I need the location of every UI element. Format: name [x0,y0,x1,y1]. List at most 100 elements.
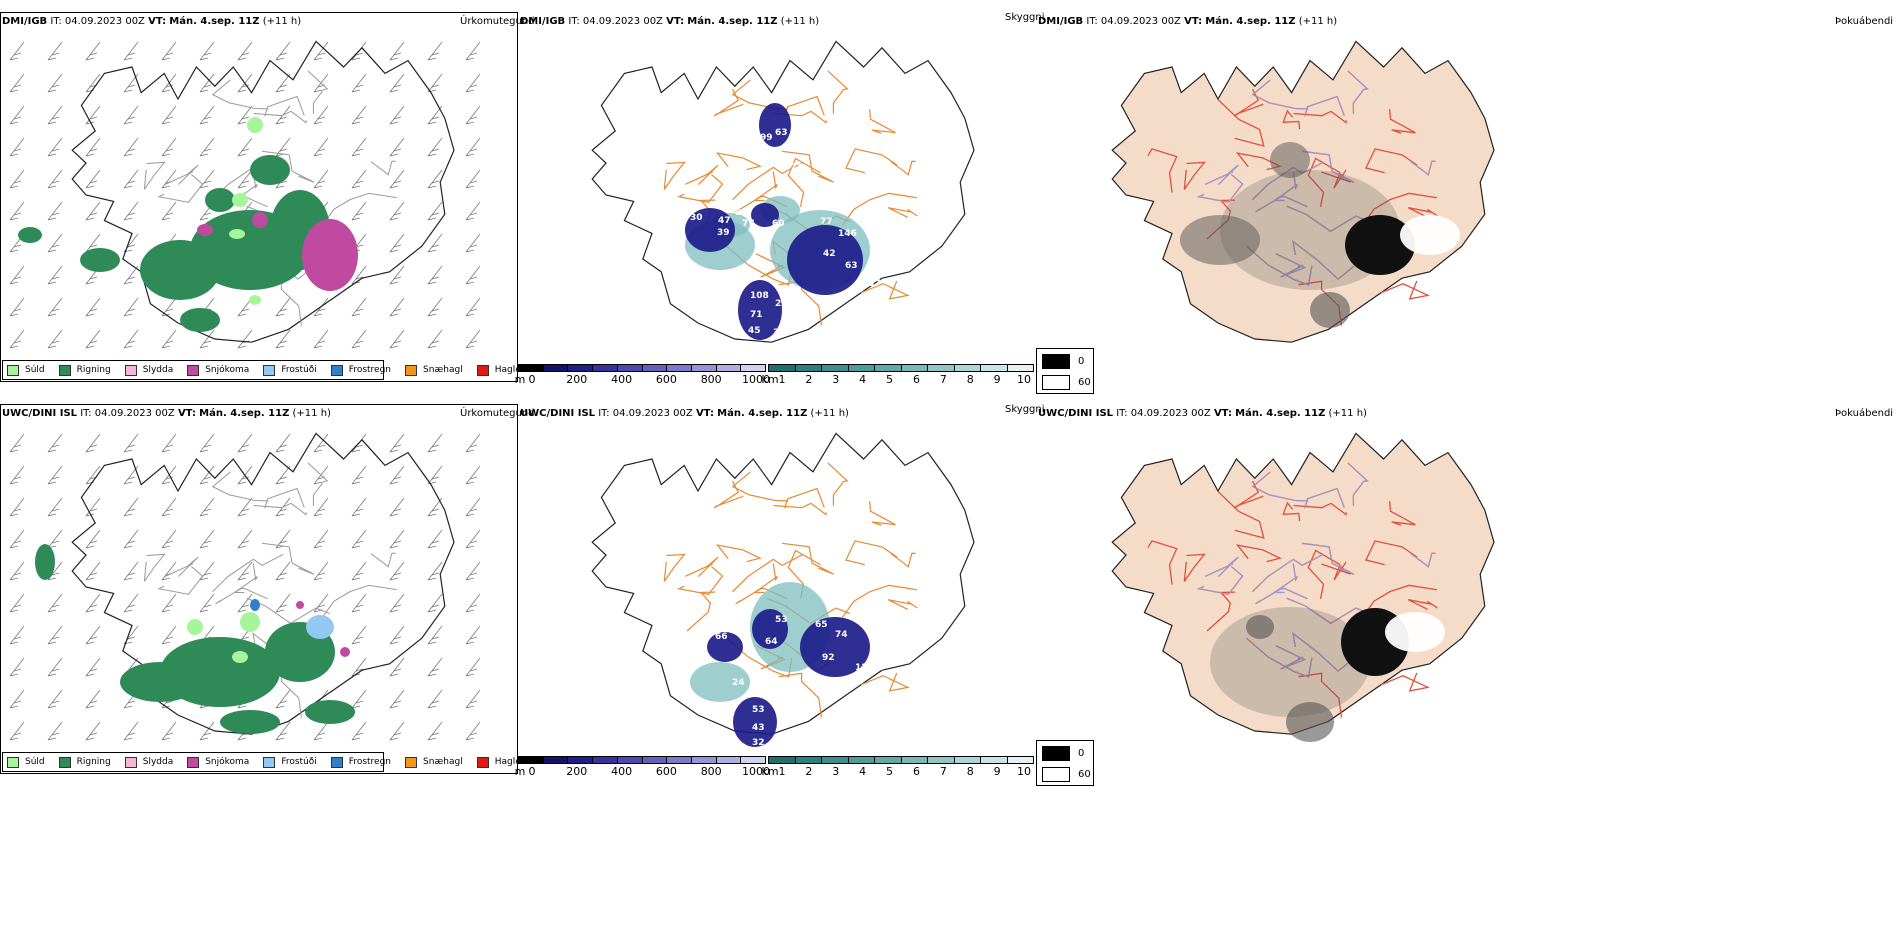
river-line [1347,70,1369,114]
scale-tick-label: 7 [939,765,947,778]
precip-legend-item: Snjókoma [187,756,249,768]
clear-area [1400,215,1460,255]
fog-legend-item: 0 [1042,746,1084,761]
precip-legend-label: Rigning [76,757,111,767]
wind-barb [389,721,405,741]
road-line [1407,207,1438,218]
precip-legend-label: Snæhagl [423,365,463,375]
valid-time-value: Mán. 4.sep. 11Z [1205,16,1296,27]
road-line [211,79,269,110]
wind-barb [199,41,215,61]
wind-barb [389,41,405,61]
cloud-base-value: 64 [765,637,778,647]
road-line [165,556,199,577]
wind-barb [199,433,215,453]
road-line [713,88,744,117]
scale-unit: km [761,765,779,778]
wind-barb [123,497,139,517]
road-line [787,157,821,207]
color-scale-swatch [543,757,569,763]
river-line [1251,471,1309,502]
wind-barb [465,689,481,709]
lead-time: (+11 h) [810,408,849,419]
precip-legend-label: Slydda [142,365,174,375]
color-scale-swatch [795,757,822,763]
wind-barb [85,201,101,221]
wind-barb [161,329,177,349]
road-line [307,462,329,506]
cloud-base-scale: m 0 200 400 600 800 1000 [515,364,770,386]
road-line [827,462,849,506]
river-line [1252,554,1324,593]
wind-barb [465,233,481,253]
wind-barb [161,137,177,157]
rain-area [250,155,290,185]
road-line [841,584,917,618]
wind-barb [123,329,139,349]
wind-barb [85,529,101,549]
wind-barb [427,137,443,157]
wind-barb [389,561,405,581]
color-scale-swatch [928,365,955,371]
wind-barb [351,721,367,741]
wind-barb [275,721,291,741]
init-time-label: IT: [598,408,610,419]
road-line [1380,280,1430,300]
wind-barb [465,41,481,61]
snow-area [252,212,268,228]
road-line [731,161,804,201]
wind-barb [313,593,329,613]
wind-barb [389,529,405,549]
road-line [1293,502,1347,516]
road-line [1364,540,1418,566]
precip-legend-item: Snjókoma [187,364,249,376]
scale-tick-label: 200 [566,373,588,386]
fog-area [1210,607,1370,717]
wind-barb [313,497,329,517]
river-line [1301,150,1355,183]
road-line [731,553,804,593]
drizzle-area [229,229,245,239]
road-line [869,501,896,526]
river-line [1410,552,1436,568]
wind-barb [389,329,405,349]
color-scale-swatch [1007,365,1033,371]
low-cloud-area [751,203,779,227]
wind-barb [427,73,443,93]
precip-type-map-frame [0,12,518,382]
rain-area [305,700,355,724]
wind-barb [275,561,291,581]
color-scale-swatch [667,757,692,763]
wind-barb [85,721,101,741]
precip-legend-label: Haglél [494,365,524,375]
wind-barb [123,169,139,189]
scale-tick-label: 2 [805,765,813,778]
wind-barb [9,73,25,93]
color-scale-swatch [593,365,618,371]
cloud-base-value: 31 [800,570,813,580]
wind-barb [275,297,291,317]
wind-barb [9,721,25,741]
wind-barb [161,593,177,613]
low-cloud-area [733,697,777,747]
road-line [887,207,918,218]
scale-tick-label: 6 [912,765,920,778]
wind-barb [199,465,215,485]
cloud-base-value: 60 [772,219,785,229]
fog-map-header: DMI/IGB IT: 04.09.2023 00Z VT: Mán. 4.se… [1038,16,1337,28]
precip-type-legend: Súld Rigning Slydda Snjókoma Frostúði Frostre… [2,752,523,772]
scale-tick-label: 400 [611,765,633,778]
color-scale-swatch [568,757,594,763]
wind-barb [9,41,25,61]
wind-barb [427,529,443,549]
scale-tick-label: 4 [859,765,867,778]
wind-barb [465,297,481,317]
road-line [261,542,315,575]
cloud-base-value: 57 [868,279,881,289]
wind-barb [351,137,367,157]
wind-barb [465,169,481,189]
color-scale-swatch [769,757,796,763]
wind-barb [9,169,25,189]
wind-barb [389,297,405,317]
road-line [370,552,396,568]
